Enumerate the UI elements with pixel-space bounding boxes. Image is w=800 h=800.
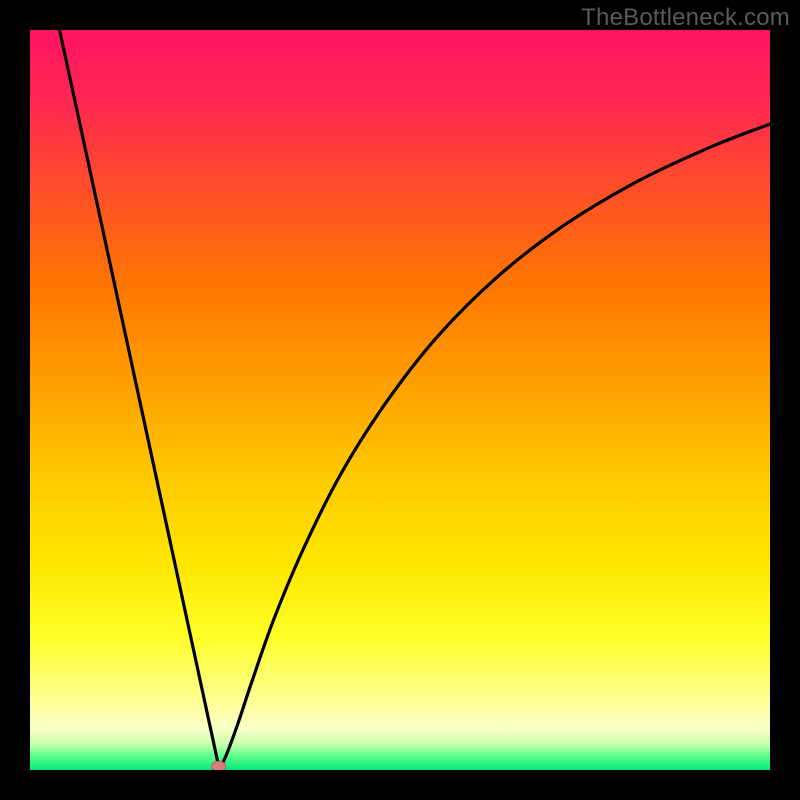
plot-area: [30, 30, 770, 770]
watermark-text: TheBottleneck.com: [581, 4, 790, 32]
chart-svg: [30, 30, 770, 770]
chart-container: TheBottleneck.com: [0, 0, 800, 800]
optimum-marker: [212, 761, 226, 770]
